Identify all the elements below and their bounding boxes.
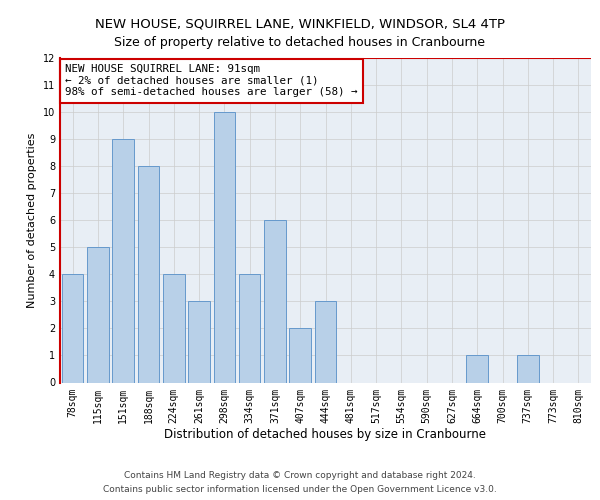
Bar: [289, 328, 311, 382]
Text: Contains HM Land Registry data © Crown copyright and database right 2024.
Contai: Contains HM Land Registry data © Crown c…: [103, 472, 497, 494]
Text: NEW HOUSE, SQUIRREL LANE, WINKFIELD, WINDSOR, SL4 4TP: NEW HOUSE, SQUIRREL LANE, WINKFIELD, WIN…: [95, 18, 505, 30]
Bar: [87, 247, 109, 382]
Bar: [62, 274, 83, 382]
Bar: [214, 112, 235, 382]
Text: Size of property relative to detached houses in Cranbourne: Size of property relative to detached ho…: [115, 36, 485, 49]
Text: NEW HOUSE SQUIRREL LANE: 91sqm
← 2% of detached houses are smaller (1)
98% of se: NEW HOUSE SQUIRREL LANE: 91sqm ← 2% of d…: [65, 64, 358, 97]
Bar: [315, 301, 336, 382]
Bar: [264, 220, 286, 382]
Bar: [239, 274, 260, 382]
Bar: [188, 301, 210, 382]
Y-axis label: Number of detached properties: Number of detached properties: [27, 132, 37, 308]
X-axis label: Distribution of detached houses by size in Cranbourne: Distribution of detached houses by size …: [164, 428, 487, 441]
Bar: [163, 274, 185, 382]
Bar: [517, 356, 539, 382]
Bar: [112, 138, 134, 382]
Bar: [138, 166, 159, 382]
Bar: [466, 356, 488, 382]
